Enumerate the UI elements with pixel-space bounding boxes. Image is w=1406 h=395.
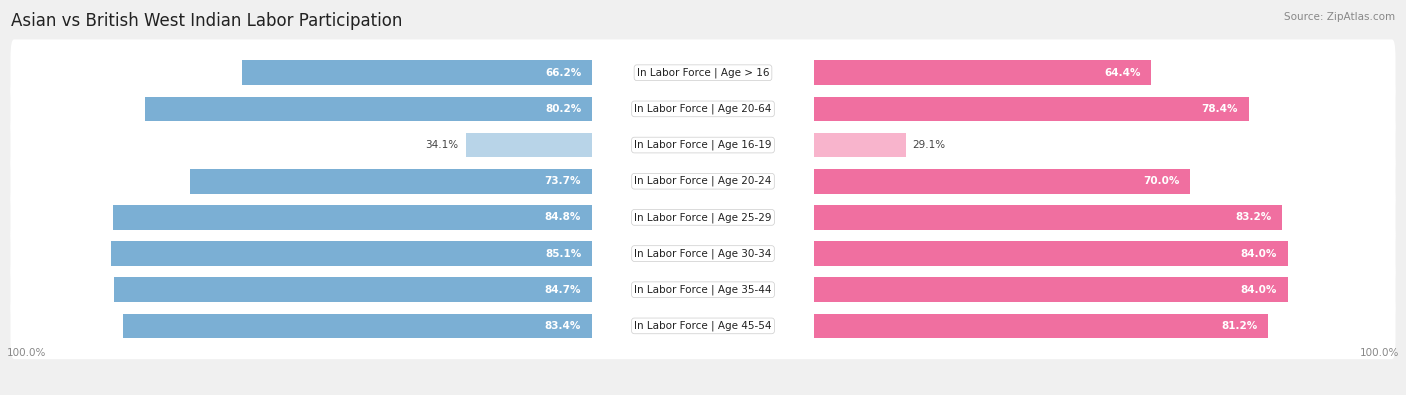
Text: 83.2%: 83.2% [1236, 213, 1271, 222]
FancyBboxPatch shape [10, 293, 1396, 359]
Bar [814, 205, 1282, 229]
Text: 70.0%: 70.0% [1143, 176, 1180, 186]
Text: 64.4%: 64.4% [1104, 68, 1140, 78]
Bar [111, 241, 592, 266]
FancyBboxPatch shape [10, 112, 1396, 178]
Text: In Labor Force | Age 16-19: In Labor Force | Age 16-19 [634, 140, 772, 150]
Bar [242, 60, 592, 85]
FancyBboxPatch shape [10, 40, 1396, 106]
Text: Source: ZipAtlas.com: Source: ZipAtlas.com [1284, 12, 1395, 22]
FancyBboxPatch shape [10, 184, 1396, 251]
Bar [814, 314, 1268, 338]
Text: 85.1%: 85.1% [546, 248, 581, 259]
Text: 29.1%: 29.1% [912, 140, 946, 150]
Text: 83.4%: 83.4% [546, 321, 581, 331]
Text: In Labor Force | Age 45-54: In Labor Force | Age 45-54 [634, 321, 772, 331]
Bar [190, 169, 592, 194]
Text: In Labor Force | Age 20-64: In Labor Force | Age 20-64 [634, 103, 772, 114]
Text: In Labor Force | Age 20-24: In Labor Force | Age 20-24 [634, 176, 772, 186]
Text: 100.0%: 100.0% [1360, 348, 1399, 358]
FancyBboxPatch shape [10, 256, 1396, 323]
Text: In Labor Force | Age 35-44: In Labor Force | Age 35-44 [634, 284, 772, 295]
Legend: Asian, British West Indian: Asian, British West Indian [598, 394, 808, 395]
Bar [814, 241, 1288, 266]
Text: 84.0%: 84.0% [1241, 248, 1277, 259]
Text: 73.7%: 73.7% [544, 176, 581, 186]
Text: 34.1%: 34.1% [426, 140, 458, 150]
Text: 84.0%: 84.0% [1241, 285, 1277, 295]
Text: 100.0%: 100.0% [7, 348, 46, 358]
Bar [145, 97, 592, 121]
Text: In Labor Force | Age 30-34: In Labor Force | Age 30-34 [634, 248, 772, 259]
Text: In Labor Force | Age 25-29: In Labor Force | Age 25-29 [634, 212, 772, 223]
Text: 66.2%: 66.2% [546, 68, 581, 78]
FancyBboxPatch shape [10, 220, 1396, 287]
Bar [112, 205, 592, 229]
Text: Asian vs British West Indian Labor Participation: Asian vs British West Indian Labor Parti… [11, 12, 402, 30]
FancyBboxPatch shape [10, 148, 1396, 214]
Bar [814, 97, 1249, 121]
Bar [814, 60, 1152, 85]
Text: 81.2%: 81.2% [1222, 321, 1258, 331]
Text: 84.7%: 84.7% [544, 285, 581, 295]
FancyBboxPatch shape [10, 75, 1396, 142]
Bar [114, 277, 592, 302]
Bar [122, 314, 592, 338]
Bar [814, 277, 1288, 302]
Text: 84.8%: 84.8% [546, 213, 581, 222]
Text: In Labor Force | Age > 16: In Labor Force | Age > 16 [637, 68, 769, 78]
Bar [465, 133, 592, 157]
Text: 80.2%: 80.2% [546, 104, 581, 114]
Text: 78.4%: 78.4% [1202, 104, 1239, 114]
Bar [814, 169, 1191, 194]
Bar [814, 133, 905, 157]
